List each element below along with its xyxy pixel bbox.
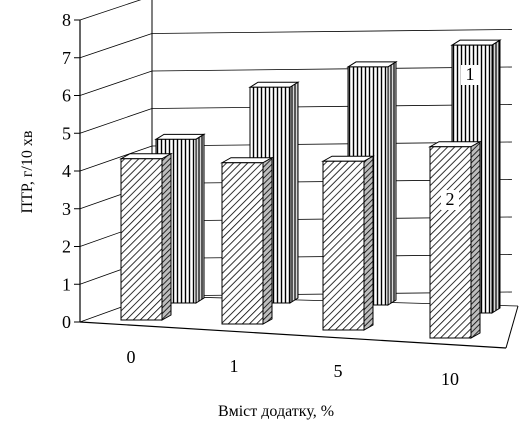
y-axis-title: ПТР, г/10 хв	[19, 130, 36, 213]
gridline-left-wall	[79, 70, 153, 96]
y-tick-label: 6	[62, 86, 71, 106]
series-1-label: 1	[466, 64, 475, 84]
bar-side-face	[387, 61, 397, 306]
series-2-label: 2	[446, 189, 455, 209]
floor-front-edge	[79, 321, 507, 349]
bar-side-face	[289, 81, 299, 304]
bar-side-face	[470, 140, 481, 339]
bar-side-face	[491, 39, 501, 314]
y-tick-label: 3	[62, 199, 71, 219]
bar-front-face	[120, 158, 163, 321]
gridline-left-wall	[79, 33, 153, 59]
bar-side-face	[262, 156, 273, 325]
gridline-left-wall	[79, 108, 153, 134]
x-tick-label: 1	[230, 356, 239, 376]
y-axis-ticks: 0 1 2 3 4 5 6 7 8	[62, 10, 80, 332]
series-1-label-bg	[461, 65, 479, 85]
y-tick-label: 5	[62, 123, 71, 143]
bar-side-face	[363, 155, 374, 331]
bar-front-face	[221, 162, 264, 325]
y-tick-label: 1	[62, 274, 71, 294]
x-tick-label: 5	[334, 361, 343, 381]
bar-series-2	[119, 152, 173, 321]
series-2-label-bg	[441, 190, 459, 210]
y-tick-label: 7	[62, 48, 71, 68]
bar-side-face	[195, 133, 205, 304]
bar-series-2	[220, 156, 274, 325]
bar-front-face	[429, 146, 472, 339]
y-tick-label: 0	[62, 312, 71, 332]
bar-series-2	[428, 140, 482, 339]
x-tick-label: 0	[127, 347, 136, 367]
bar-front-face	[322, 160, 365, 331]
x-axis-title: Вміст додатку, %	[218, 403, 334, 420]
bars: 12	[119, 39, 502, 339]
gridline-left-wall	[79, 145, 153, 172]
x-tick-label: 10	[441, 369, 459, 389]
x-axis-ticks: 0 1 5 10	[127, 347, 460, 389]
gridline-left-wall	[79, 0, 142, 21]
y-tick-label: 8	[62, 10, 71, 30]
y-tick-label: 4	[62, 161, 71, 181]
bar-series-2	[321, 155, 375, 331]
bar-side-face	[161, 152, 172, 321]
y-tick-label: 2	[62, 237, 71, 257]
floor-right-edge	[505, 305, 519, 349]
gridline-back-wall	[151, 29, 513, 34]
